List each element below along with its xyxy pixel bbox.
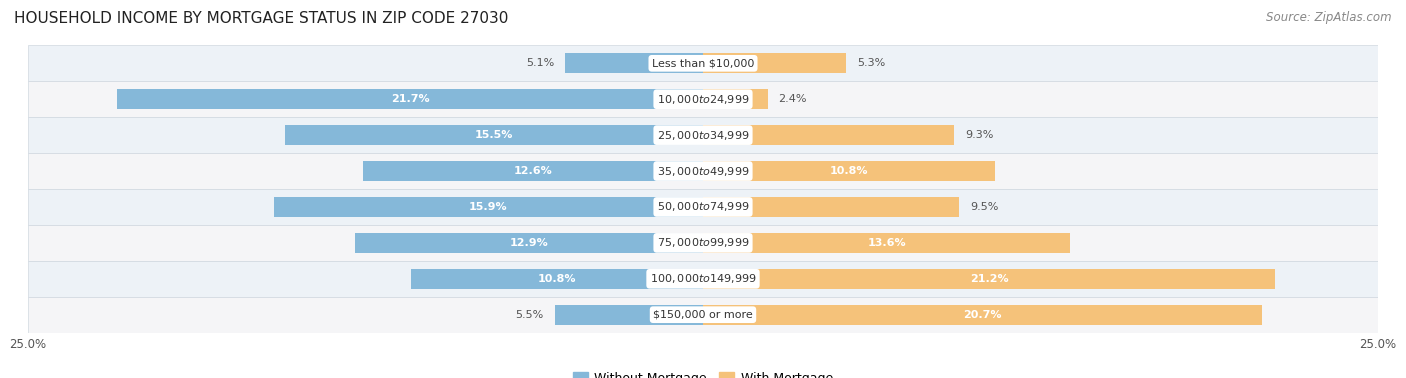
Text: 9.3%: 9.3% <box>965 130 993 140</box>
Text: 2.4%: 2.4% <box>779 94 807 104</box>
Text: 15.5%: 15.5% <box>475 130 513 140</box>
Bar <box>28 189 1378 225</box>
Bar <box>117 89 703 109</box>
Text: 5.3%: 5.3% <box>856 58 886 68</box>
Bar <box>554 305 703 325</box>
Text: $10,000 to $24,999: $10,000 to $24,999 <box>657 93 749 106</box>
Text: 5.5%: 5.5% <box>516 310 544 320</box>
Text: $25,000 to $34,999: $25,000 to $34,999 <box>657 129 749 142</box>
Text: 12.9%: 12.9% <box>509 238 548 248</box>
Text: 9.5%: 9.5% <box>970 202 998 212</box>
Bar <box>28 117 1378 153</box>
Bar <box>28 153 1378 189</box>
Bar <box>703 125 955 145</box>
Text: 13.6%: 13.6% <box>868 238 905 248</box>
Bar <box>28 225 1378 261</box>
Bar <box>28 81 1378 117</box>
Text: 5.1%: 5.1% <box>526 58 554 68</box>
Text: $150,000 or more: $150,000 or more <box>654 310 752 320</box>
Bar <box>28 297 1378 333</box>
Text: 21.7%: 21.7% <box>391 94 429 104</box>
Legend: Without Mortgage, With Mortgage: Without Mortgage, With Mortgage <box>568 367 838 378</box>
Bar <box>28 45 1378 81</box>
Text: $35,000 to $49,999: $35,000 to $49,999 <box>657 164 749 178</box>
Bar <box>363 161 703 181</box>
Bar <box>703 197 959 217</box>
Text: 15.9%: 15.9% <box>470 202 508 212</box>
Text: $100,000 to $149,999: $100,000 to $149,999 <box>650 272 756 285</box>
Bar <box>412 269 703 289</box>
Text: 21.2%: 21.2% <box>970 274 1008 284</box>
Bar <box>284 125 703 145</box>
Text: Less than $10,000: Less than $10,000 <box>652 58 754 68</box>
Text: 10.8%: 10.8% <box>830 166 868 176</box>
Text: 10.8%: 10.8% <box>538 274 576 284</box>
Bar <box>703 161 994 181</box>
Bar <box>703 89 768 109</box>
Bar <box>354 233 703 253</box>
Text: 12.6%: 12.6% <box>513 166 553 176</box>
Text: HOUSEHOLD INCOME BY MORTGAGE STATUS IN ZIP CODE 27030: HOUSEHOLD INCOME BY MORTGAGE STATUS IN Z… <box>14 11 509 26</box>
Text: Source: ZipAtlas.com: Source: ZipAtlas.com <box>1267 11 1392 24</box>
Bar <box>703 233 1070 253</box>
Bar <box>565 53 703 73</box>
Bar <box>703 305 1261 325</box>
Bar <box>703 53 846 73</box>
Bar <box>28 261 1378 297</box>
Text: 20.7%: 20.7% <box>963 310 1001 320</box>
Text: $50,000 to $74,999: $50,000 to $74,999 <box>657 200 749 214</box>
Bar <box>274 197 703 217</box>
Bar <box>703 269 1275 289</box>
Text: $75,000 to $99,999: $75,000 to $99,999 <box>657 236 749 249</box>
